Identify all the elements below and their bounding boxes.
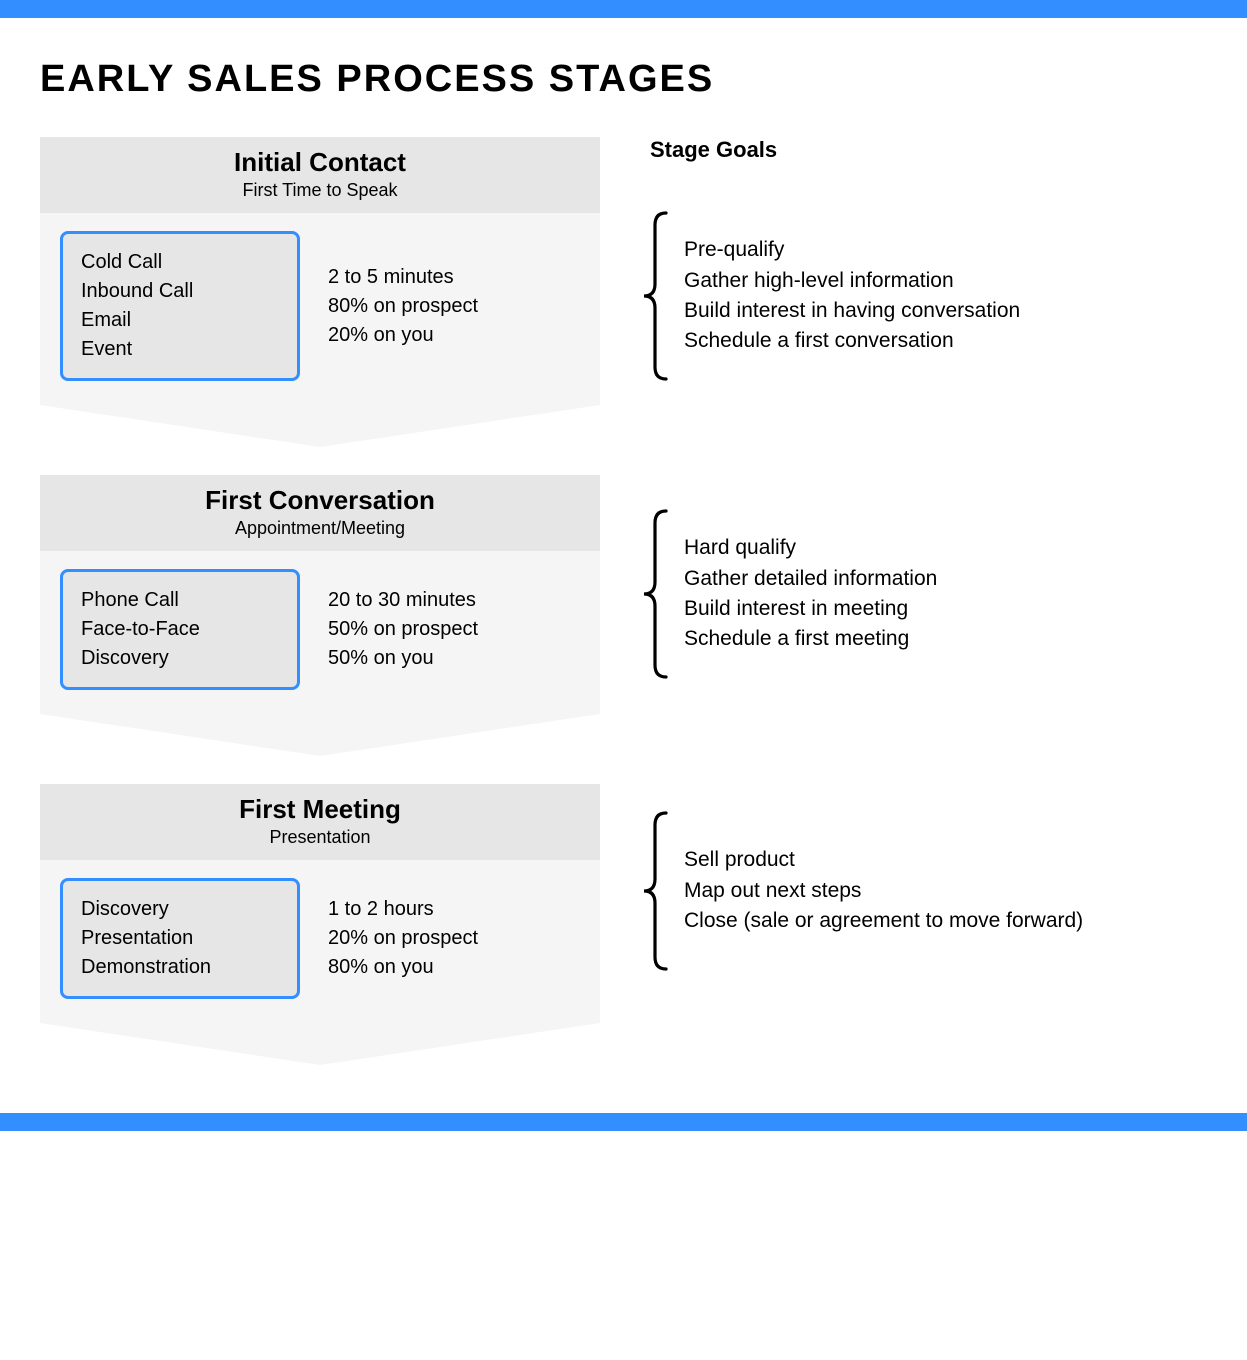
stages-column: Initial Contact First Time to SpeakCold …	[40, 137, 600, 1093]
metric-item: 50% on prospect	[328, 615, 580, 644]
brace-icon	[640, 509, 670, 679]
method-item: Presentation	[81, 924, 279, 953]
goal-item: Sell product	[684, 845, 1083, 875]
stage-body: Phone CallFace-to-FaceDiscovery 20 to 30 …	[40, 551, 600, 714]
page-container: EARLY SALES PROCESS STAGES Initial Conta…	[0, 18, 1247, 1113]
brace-icon	[640, 811, 670, 971]
metric-item: 20% on prospect	[328, 924, 580, 953]
goals-column: Stage Goals Pre-qualifyGather high-level…	[640, 137, 1207, 1093]
method-item: Demonstration	[81, 953, 279, 982]
goal-list: Sell productMap out next stepsClose (sal…	[684, 845, 1083, 936]
goal-item: Schedule a first conversation	[684, 326, 1020, 356]
stage-body: DiscoveryPresentationDemonstration 1 to 2…	[40, 860, 600, 1023]
stage-title: Initial Contact	[50, 147, 590, 178]
stage-subtitle: First Time to Speak	[50, 180, 590, 201]
stage-title: First Conversation	[50, 485, 590, 516]
methods-box: Phone CallFace-to-FaceDiscovery	[60, 569, 300, 690]
metric-item: 80% on prospect	[328, 292, 580, 321]
goal-item: Hard qualify	[684, 533, 937, 563]
stage-subtitle: Appointment/Meeting	[50, 518, 590, 539]
metrics-list: 2 to 5 minutes80% on prospect20% on you	[328, 263, 580, 350]
methods-box: Cold CallInbound CallEmailEvent	[60, 231, 300, 381]
stage-title: First Meeting	[50, 794, 590, 825]
metric-item: 20 to 30 minutes	[328, 586, 580, 615]
goal-item: Schedule a first meeting	[684, 624, 937, 654]
arrow-down-icon	[40, 714, 600, 756]
stage-card: First Conversation Appointment/MeetingPh…	[40, 475, 600, 714]
goal-list: Hard qualifyGather detailed informationB…	[684, 533, 937, 655]
method-item: Email	[81, 306, 279, 335]
metric-item: 80% on you	[328, 953, 580, 982]
metrics-list: 1 to 2 hours20% on prospect80% on you	[328, 895, 580, 982]
method-item: Inbound Call	[81, 277, 279, 306]
goal-block: Sell productMap out next stepsClose (sal…	[640, 811, 1207, 971]
stage-header: Initial Contact First Time to Speak	[40, 137, 600, 213]
method-item: Face-to-Face	[81, 615, 279, 644]
goal-item: Gather detailed information	[684, 564, 937, 594]
stage-body: Cold CallInbound CallEmailEvent 2 to 5 mi…	[40, 213, 600, 405]
page-title: EARLY SALES PROCESS STAGES	[40, 58, 1207, 101]
goal-list: Pre-qualifyGather high-level information…	[684, 235, 1020, 357]
stage-header: First Conversation Appointment/Meeting	[40, 475, 600, 551]
goal-item: Build interest in having conversation	[684, 296, 1020, 326]
goal-item: Build interest in meeting	[684, 594, 937, 624]
metric-item: 50% on you	[328, 644, 580, 673]
arrow-down-icon	[40, 1023, 600, 1065]
goal-block: Hard qualifyGather detailed informationB…	[640, 509, 1207, 679]
stage-subtitle: Presentation	[50, 827, 590, 848]
content-row: Initial Contact First Time to SpeakCold …	[40, 137, 1207, 1093]
bottom-accent-bar	[0, 1113, 1247, 1131]
goal-item: Map out next steps	[684, 876, 1083, 906]
stage-card: First Meeting PresentationDiscoveryPrese…	[40, 784, 600, 1023]
metric-item: 2 to 5 minutes	[328, 263, 580, 292]
metric-item: 1 to 2 hours	[328, 895, 580, 924]
arrow-down-icon	[40, 405, 600, 447]
goal-block: Pre-qualifyGather high-level information…	[640, 211, 1207, 381]
top-accent-bar	[0, 0, 1247, 18]
stage-header: First Meeting Presentation	[40, 784, 600, 860]
brace-icon	[640, 211, 670, 381]
method-item: Discovery	[81, 644, 279, 673]
metrics-list: 20 to 30 minutes50% on prospect50% on yo…	[328, 586, 580, 673]
method-item: Phone Call	[81, 586, 279, 615]
stage-card: Initial Contact First Time to SpeakCold …	[40, 137, 600, 405]
methods-box: DiscoveryPresentationDemonstration	[60, 878, 300, 999]
metric-item: 20% on you	[328, 321, 580, 350]
goal-item: Pre-qualify	[684, 235, 1020, 265]
goals-heading: Stage Goals	[640, 137, 1207, 163]
method-item: Event	[81, 335, 279, 364]
goal-item: Close (sale or agreement to move forward…	[684, 906, 1083, 936]
goal-item: Gather high-level information	[684, 266, 1020, 296]
goals-list-container: Pre-qualifyGather high-level information…	[640, 211, 1207, 971]
method-item: Discovery	[81, 895, 279, 924]
method-item: Cold Call	[81, 248, 279, 277]
